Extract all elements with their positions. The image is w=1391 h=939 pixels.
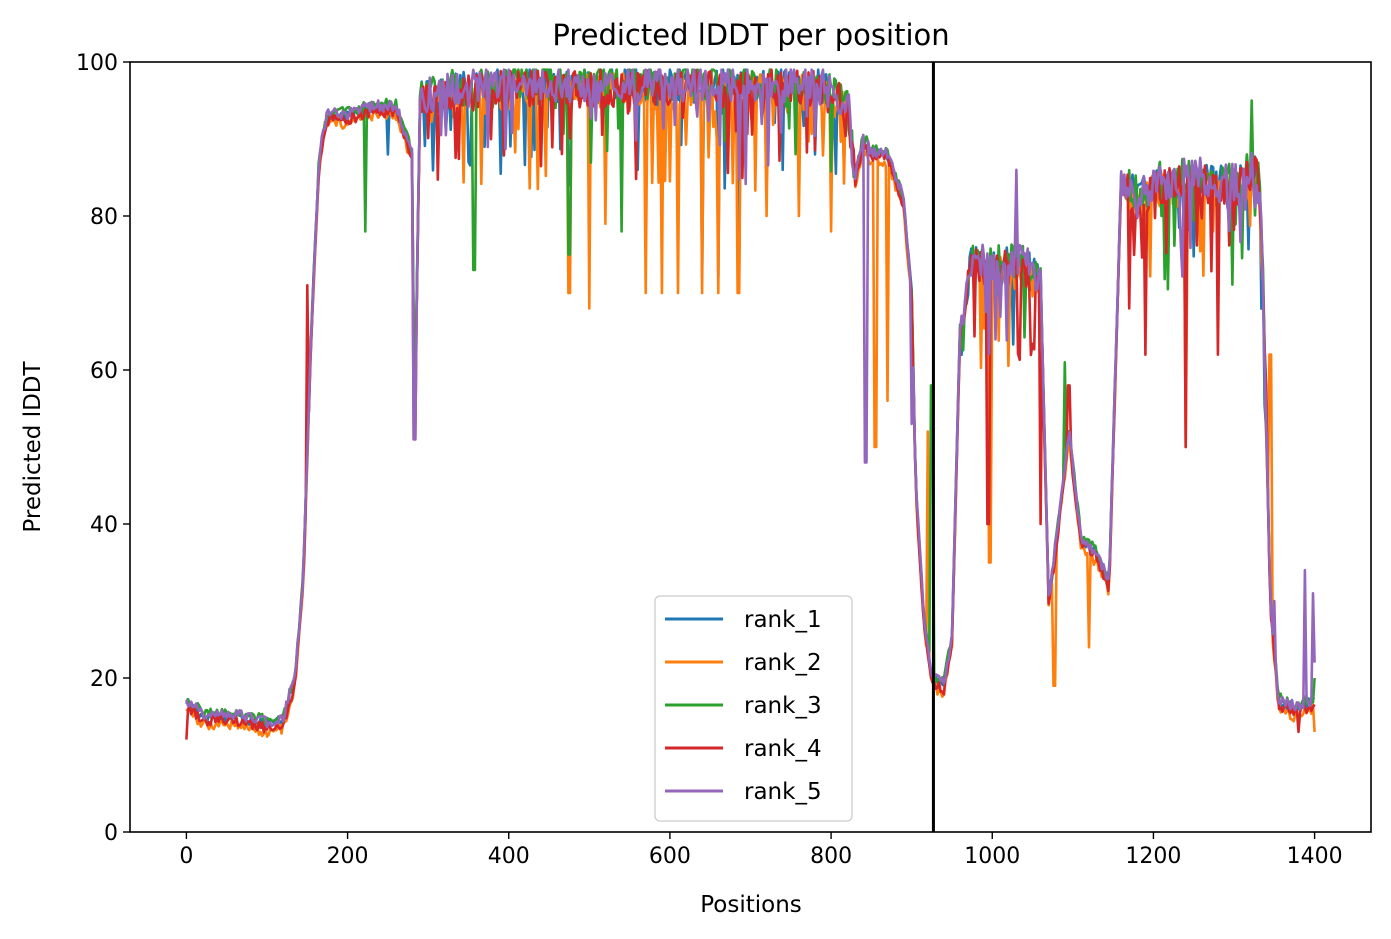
legend: rank_1 rank_2 rank_3 rank_4 rank_5 <box>654 595 853 822</box>
x-tick-label: 1200 <box>1125 844 1181 869</box>
axis-ticks: 0 200 400 600 800 1000 1200 1400 0 20 40 60 80 100 <box>76 51 1343 869</box>
y-tick-label: 60 <box>90 359 118 384</box>
series-line-rank_5 <box>185 68 1316 729</box>
x-tick-label: 1400 <box>1287 844 1343 869</box>
legend-label: rank_4 <box>744 736 822 762</box>
x-axis-label: Positions <box>700 892 802 918</box>
plot-series <box>185 68 1316 740</box>
x-tick-label: 600 <box>649 844 691 869</box>
x-tick-label: 400 <box>488 844 530 869</box>
x-tick-label: 200 <box>327 844 369 869</box>
plot-frame <box>129 61 1372 833</box>
y-axis-label: Predicted lDDT <box>20 360 46 532</box>
legend-label: rank_5 <box>744 779 822 805</box>
x-tick-label: 1000 <box>964 844 1020 869</box>
y-tick-label: 80 <box>90 205 118 230</box>
x-tick-label: 0 <box>179 844 193 869</box>
legend-label: rank_2 <box>744 650 822 676</box>
legend-label: rank_1 <box>744 607 822 633</box>
y-tick-label: 100 <box>76 51 118 76</box>
x-tick-label: 800 <box>810 844 852 869</box>
chart-title: Predicted lDDT per position <box>552 18 949 52</box>
legend-box <box>654 595 853 822</box>
y-tick-label: 0 <box>104 821 118 846</box>
legend-label: rank_3 <box>744 693 822 719</box>
y-tick-label: 20 <box>90 667 118 692</box>
y-tick-label: 40 <box>90 513 118 538</box>
